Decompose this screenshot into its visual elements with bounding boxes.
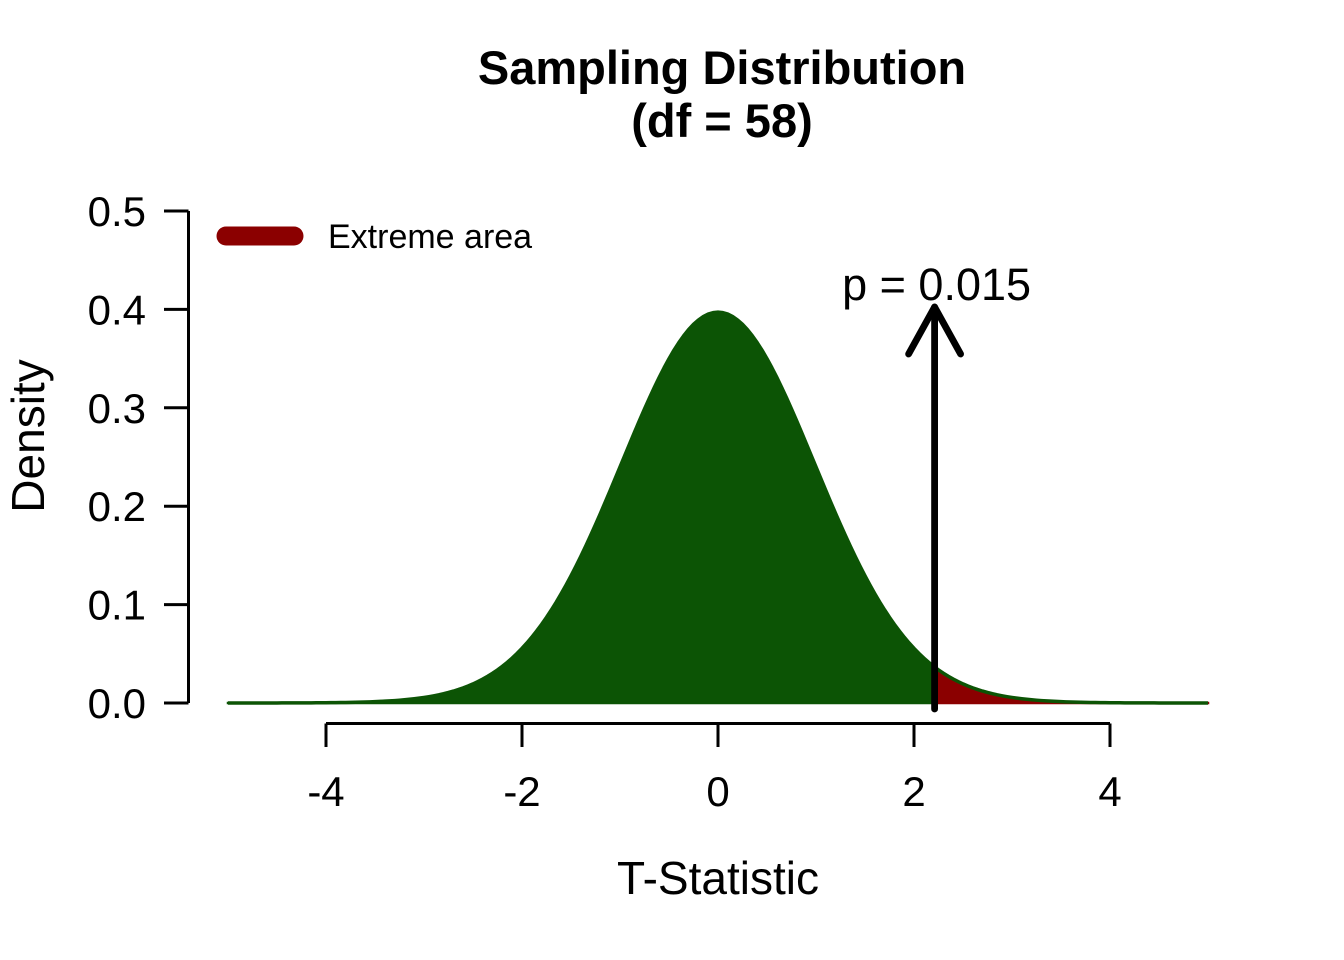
y-axis-title: Density [2, 359, 54, 512]
x-tick-label-0: -4 [307, 768, 344, 815]
arrow-head-right [931, 303, 964, 358]
y-tick-label-1: 0.1 [88, 582, 146, 629]
x-tick-label-1: -2 [503, 768, 540, 815]
legend: Extreme area [216, 218, 532, 256]
x-axis [324, 722, 1112, 747]
y-tick-label-4: 0.4 [88, 286, 146, 333]
legend-label-extreme-area: Extreme area [328, 218, 532, 256]
extreme-area-fill [932, 663, 1210, 705]
x-tick-label-4: 4 [1098, 768, 1121, 815]
x-tick-labels: -4 -2 0 2 4 [307, 768, 1121, 815]
p-value-label: p = 0.015 [842, 259, 1031, 310]
y-tick-label-5: 0.5 [88, 188, 146, 235]
y-tick-label-2: 0.2 [88, 483, 146, 530]
chart-title: Sampling Distribution [478, 41, 966, 94]
chart-subtitle: (df = 58) [631, 94, 813, 147]
p-value-arrow-up-icon [905, 303, 964, 713]
y-tick-labels: 0.0 0.1 0.2 0.3 0.4 0.5 [88, 188, 146, 727]
x-tick-label-3: 2 [902, 768, 925, 815]
density-curve-outline [228, 310, 1208, 705]
y-tick-label-0: 0.0 [88, 680, 146, 727]
x-axis-title: T-Statistic [617, 852, 819, 904]
x-tick-label-2: 0 [706, 768, 729, 815]
arrow-head-left [905, 303, 938, 358]
y-tick-label-3: 0.3 [88, 385, 146, 432]
y-axis [164, 209, 190, 705]
density-curve-fill [226, 310, 935, 705]
